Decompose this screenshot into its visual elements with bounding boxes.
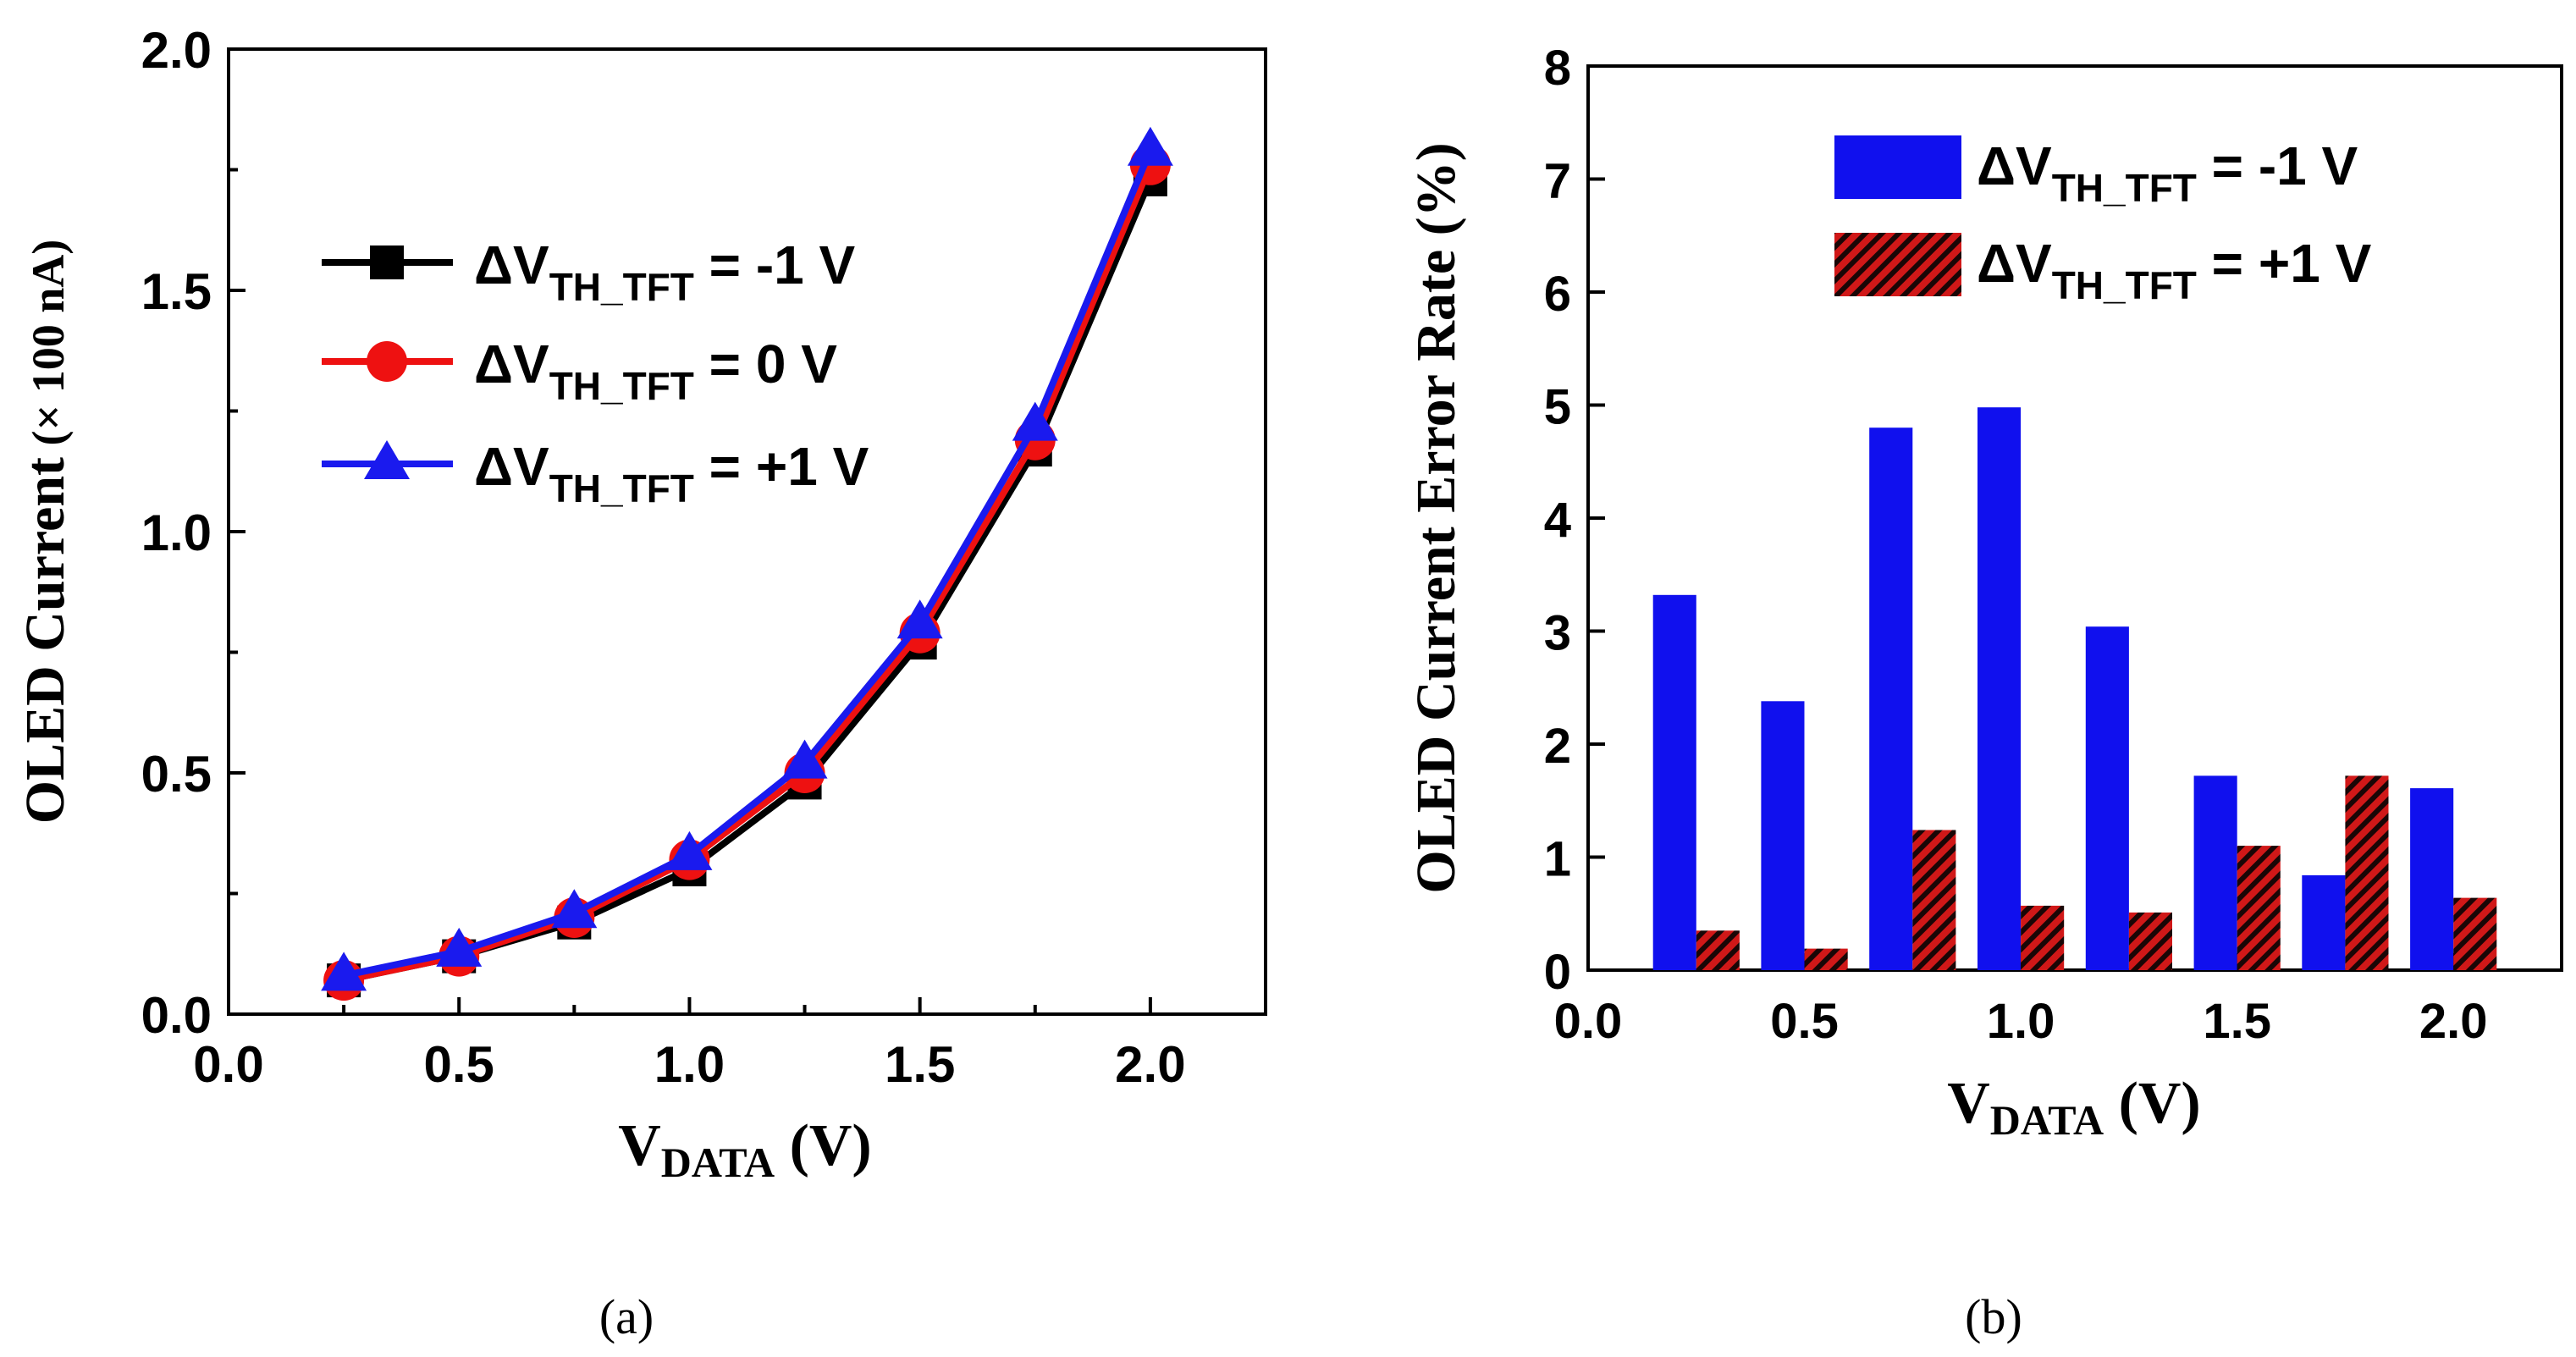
data-point-triangle (1012, 401, 1058, 441)
panel-b-caption: (b) (1965, 1289, 2022, 1344)
bar-dv-minus1 (1761, 701, 1805, 970)
series-2-triangle (321, 126, 1173, 991)
y-tick-label: 2.0 (141, 22, 212, 79)
legend-label-b-dv-minus1: ΔVTH_TFT = -1 V (1977, 135, 2358, 210)
y-tick-label: 1.5 (141, 263, 212, 320)
y-tick-label: 0 (1544, 945, 1571, 1000)
data-point-triangle (1127, 126, 1173, 166)
panel-a-plot-frame (227, 47, 1267, 1016)
legend-entry-dv-minus1: ΔVTH_TFT = -1 V (322, 234, 856, 309)
panel-b-x-axis-label: VDATA (V) (1947, 1071, 2201, 1144)
panel-a-legend: ΔVTH_TFT = -1 V ΔVTH_TFT = 0 V ΔVTH_TFT … (322, 234, 869, 510)
legend-entry-b-dv-minus1: ΔVTH_TFT = -1 V (1834, 135, 2358, 210)
series-line (343, 178, 1154, 985)
bar-dv-minus1 (2410, 788, 2454, 970)
bar-dv-minus1 (2085, 626, 2129, 970)
bar-dv-plus1 (2345, 775, 2389, 970)
y-tick-label: 7 (1544, 154, 1571, 209)
x-tick-label: 2.0 (1115, 1036, 1185, 1093)
bar-dv-plus1 (1912, 830, 1956, 970)
panel-b-x-ticks: 0.0 0.5 1.0 1.5 2.0 (1554, 953, 2488, 1049)
panel-a-x-axis-label: VDATA (V) (618, 1113, 872, 1186)
x-tick-label: 1.0 (654, 1036, 725, 1093)
x-tick-label: 0.5 (1770, 994, 1839, 1049)
panel-a-x-ticks: 0.0 0.5 1.0 1.5 2.0 (193, 997, 1186, 1093)
y-tick-label: 1 (1544, 832, 1571, 887)
x-tick-label: 0.0 (1554, 994, 1623, 1049)
y-tick-label: 6 (1544, 267, 1571, 322)
data-point-triangle (781, 739, 828, 779)
y-tick-label: 0.0 (141, 987, 212, 1044)
panel-a-y-axis-label: OLED Current (× 100 nA) (14, 240, 76, 825)
x-tick-label: 0.5 (424, 1036, 494, 1093)
bar-dv-plus1 (1696, 930, 1740, 970)
bar-dv-plus1 (2128, 912, 2172, 970)
bar-dv-plus1 (1804, 948, 1848, 970)
data-point-triangle (436, 927, 483, 967)
legend-entry-dv-plus1: ΔVTH_TFT = +1 V (322, 436, 869, 510)
panel-b-y-axis-label: OLED Current Error Rate (%) (1405, 142, 1467, 893)
y-tick-label: 2 (1544, 719, 1571, 774)
legend-swatch-hatched-red (1834, 233, 1961, 296)
panel-a-series (321, 126, 1173, 1001)
x-tick-label: 1.5 (885, 1036, 955, 1093)
data-point-triangle (896, 599, 943, 639)
panel-a-y-ticks: 0.0 0.5 1.0 1.5 2.0 (141, 22, 245, 1044)
legend-entry-b-dv-plus1: ΔVTH_TFT = +1 V (1834, 233, 2372, 307)
x-tick-label: 0.0 (193, 1036, 263, 1093)
legend-label-b-dv-plus1: ΔVTH_TFT = +1 V (1977, 233, 2372, 307)
legend-label-dv-minus1: ΔVTH_TFT = -1 V (474, 234, 856, 309)
data-point-triangle (321, 952, 367, 991)
panel-b-bars (1652, 407, 2497, 970)
bar-dv-minus1 (1869, 428, 1913, 970)
legend-swatch-blue (1834, 135, 1961, 199)
series-line (343, 149, 1154, 979)
data-point-triangle (551, 889, 598, 929)
legend-square-marker (370, 245, 404, 279)
legend-triangle-marker (364, 440, 410, 479)
panel-b-legend: ΔVTH_TFT = -1 V ΔVTH_TFT = +1 V (1834, 135, 2372, 307)
bar-dv-minus1 (1978, 407, 2022, 970)
y-tick-label: 8 (1544, 41, 1571, 96)
legend-label-dv-0: ΔVTH_TFT = 0 V (474, 334, 837, 408)
panel-b-bar-chart: 0 1 2 3 4 5 6 7 8 0.0 0.5 1.0 1.5 2.0 OLED Current E… (1405, 41, 2563, 1344)
x-tick-label: 1.5 (2203, 994, 2271, 1049)
bar-dv-plus1 (2021, 905, 2065, 970)
legend-label-dv-plus1: ΔVTH_TFT = +1 V (474, 436, 869, 510)
legend-circle-marker (367, 341, 407, 382)
bar-dv-minus1 (2193, 775, 2237, 970)
y-tick-label: 5 (1544, 380, 1571, 435)
x-tick-label: 2.0 (2419, 994, 2488, 1049)
panel-a-line-chart: 0.0 0.5 1.0 1.5 2.0 0.0 0.5 1.0 1.5 2.0 OLED Cur… (14, 22, 1267, 1344)
panel-a-caption: (a) (599, 1289, 654, 1344)
y-tick-label: 1.0 (141, 505, 212, 561)
bar-dv-minus1 (2302, 874, 2346, 970)
y-tick-label: 4 (1544, 493, 1571, 548)
bar-dv-plus1 (2453, 897, 2497, 970)
y-tick-label: 3 (1544, 606, 1571, 661)
legend-entry-dv-0: ΔVTH_TFT = 0 V (322, 334, 837, 408)
data-point-triangle (666, 830, 713, 870)
bar-dv-minus1 (1652, 594, 1696, 970)
panel-b-y-ticks: 0 1 2 3 4 5 6 7 8 (1544, 41, 1605, 1000)
bar-dv-plus1 (2237, 846, 2281, 970)
x-tick-label: 1.0 (1987, 994, 2055, 1049)
y-tick-label: 0.5 (141, 746, 212, 803)
